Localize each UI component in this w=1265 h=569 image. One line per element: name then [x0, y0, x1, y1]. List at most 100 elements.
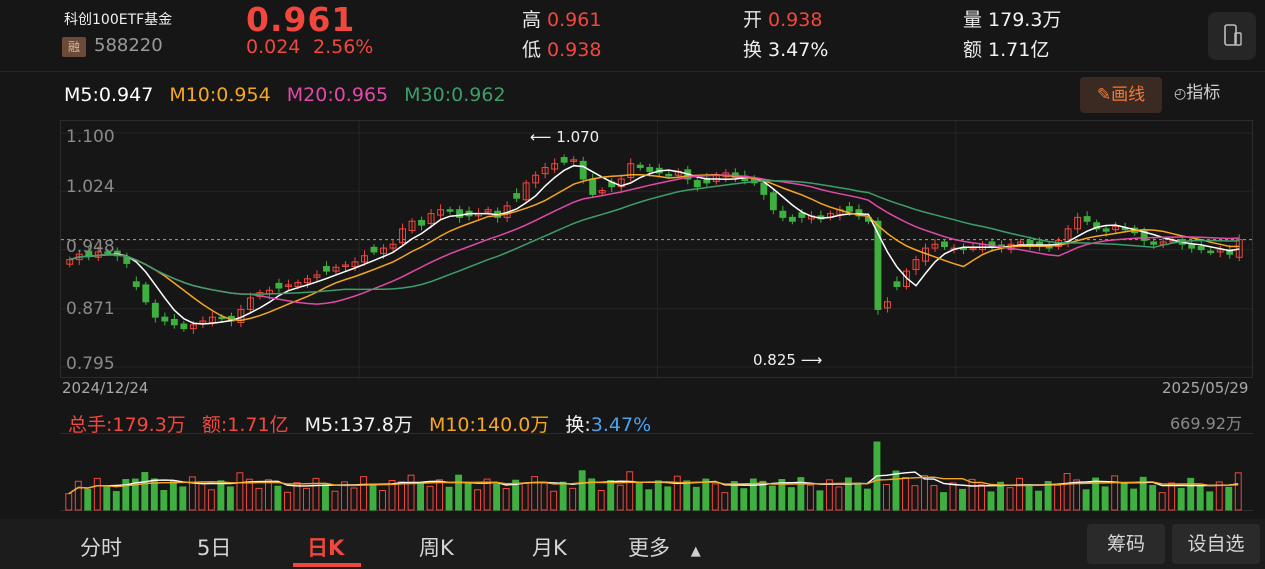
volume-bar-71 [740, 488, 748, 511]
candle-35 [399, 228, 406, 244]
volume-bar-78 [806, 484, 814, 511]
candle-28 [332, 266, 340, 272]
volume-bar-47 [512, 479, 520, 511]
volume-bar-114 [1149, 485, 1157, 511]
volume-bar-16 [217, 480, 225, 511]
candle-106 [1074, 216, 1082, 230]
left-arrow-icon: ⟵ [530, 128, 557, 146]
candle-34 [389, 243, 397, 249]
kline-svg [61, 121, 1254, 379]
candle-25 [304, 278, 311, 284]
candle-87 [893, 281, 901, 287]
volume-bar-102 [1035, 490, 1043, 511]
volume-stat: 量 179.3万 [963, 5, 1061, 32]
volume-bar-5 [112, 491, 120, 511]
add-watchlist-button[interactable]: 设自选 [1172, 524, 1260, 564]
candle-51 [551, 163, 559, 170]
candle-11 [170, 318, 178, 326]
indicator-button[interactable]: ◴指标 [1174, 78, 1220, 103]
kline-chart[interactable] [60, 120, 1254, 379]
candle-66 [693, 180, 701, 188]
vol-ma10-line [68, 476, 1239, 495]
candle-118 [1188, 243, 1196, 249]
candle-4 [104, 251, 112, 254]
volume-bar-121 [1215, 481, 1223, 511]
vol-m5: M5:137.8万 [304, 414, 413, 436]
volume-bar-76 [787, 487, 795, 511]
chips-button[interactable]: 筹码 [1087, 524, 1165, 564]
volume-bar-49 [531, 476, 539, 511]
volume-bar-88 [902, 477, 909, 511]
volume-value: 179.3万 [988, 9, 1062, 31]
candle-120 [1207, 250, 1215, 254]
volume-bar-94 [959, 488, 966, 511]
draw-line-button[interactable]: ✎画线 [1080, 77, 1162, 113]
volume-label: 量 [963, 9, 983, 31]
open-value: 0.938 [768, 9, 823, 31]
volume-bar-106 [1073, 479, 1081, 511]
volume-bar-65 [683, 480, 691, 511]
candle-53 [570, 159, 578, 162]
candle-82 [845, 206, 853, 212]
volume-bar-75 [778, 479, 786, 511]
candle-50 [541, 167, 549, 175]
volume-bar-119 [1196, 485, 1204, 511]
tab-weekly-k[interactable]: 周K [419, 536, 454, 560]
volume-bar-28 [331, 490, 339, 511]
tab-intraday[interactable]: 分时 [80, 536, 122, 560]
volume-bar-120 [1206, 491, 1214, 511]
max-annotation: ⟵ 1.070 [530, 128, 599, 146]
candle-122 [1226, 249, 1234, 255]
volume-bar-92 [940, 492, 947, 511]
caret-up-icon: ▲ [690, 544, 701, 559]
volume-chart[interactable] [60, 433, 1253, 511]
y-tick-2: 1.024 [66, 177, 115, 197]
tab-5day[interactable]: 5日 [197, 536, 232, 560]
volume-bar-62 [654, 480, 662, 511]
volume-bar-110 [1111, 475, 1119, 511]
candle-36 [408, 220, 416, 231]
volume-bar-123 [1234, 472, 1242, 511]
device-switch-button[interactable] [1208, 12, 1256, 60]
volume-bar-20 [255, 487, 263, 511]
candle-37 [418, 219, 425, 226]
volume-bar-86 [883, 484, 890, 511]
tab-daily-k[interactable]: 日K [307, 536, 345, 560]
candle-121 [1216, 249, 1224, 253]
volume-bar-73 [759, 480, 767, 511]
volume-bar-77 [797, 477, 805, 511]
volume-bar-68 [711, 483, 719, 511]
phone-icon [1224, 24, 1242, 46]
indicator-label: 指标 [1186, 83, 1221, 103]
volume-bar-109 [1101, 486, 1109, 511]
volume-bar-44 [483, 478, 491, 511]
ma5-value: M5:0.947 [64, 84, 154, 106]
volume-bar-53 [569, 487, 577, 511]
tab-more[interactable]: 更多 ▲ [628, 532, 701, 562]
volume-bar-98 [997, 481, 1004, 511]
active-tab-indicator [293, 563, 361, 567]
vol-turnover-value: 3.47% [590, 414, 652, 436]
volume-bar-51 [550, 490, 558, 511]
candle-75 [779, 210, 787, 218]
candle-73 [760, 182, 768, 195]
volume-bar-60 [635, 482, 643, 511]
volume-bar-48 [521, 482, 529, 511]
y-tick-4: 0.871 [66, 299, 115, 319]
volume-bar-108 [1092, 477, 1100, 511]
volume-bar-35 [398, 481, 405, 511]
ma30-line [69, 180, 1240, 295]
volume-bar-31 [360, 476, 367, 511]
volume-bar-4 [103, 485, 111, 511]
volume-bar-14 [198, 482, 206, 511]
candle-32 [370, 246, 378, 253]
volume-bar-23 [283, 491, 291, 511]
volume-bar-18 [236, 472, 244, 511]
volume-bar-55 [588, 478, 596, 511]
volume-bar-10 [160, 490, 168, 511]
tab-monthly-k[interactable]: 月K [532, 536, 567, 560]
candle-13 [189, 324, 197, 330]
volume-bar-107 [1082, 489, 1090, 511]
candle-41 [456, 209, 464, 218]
